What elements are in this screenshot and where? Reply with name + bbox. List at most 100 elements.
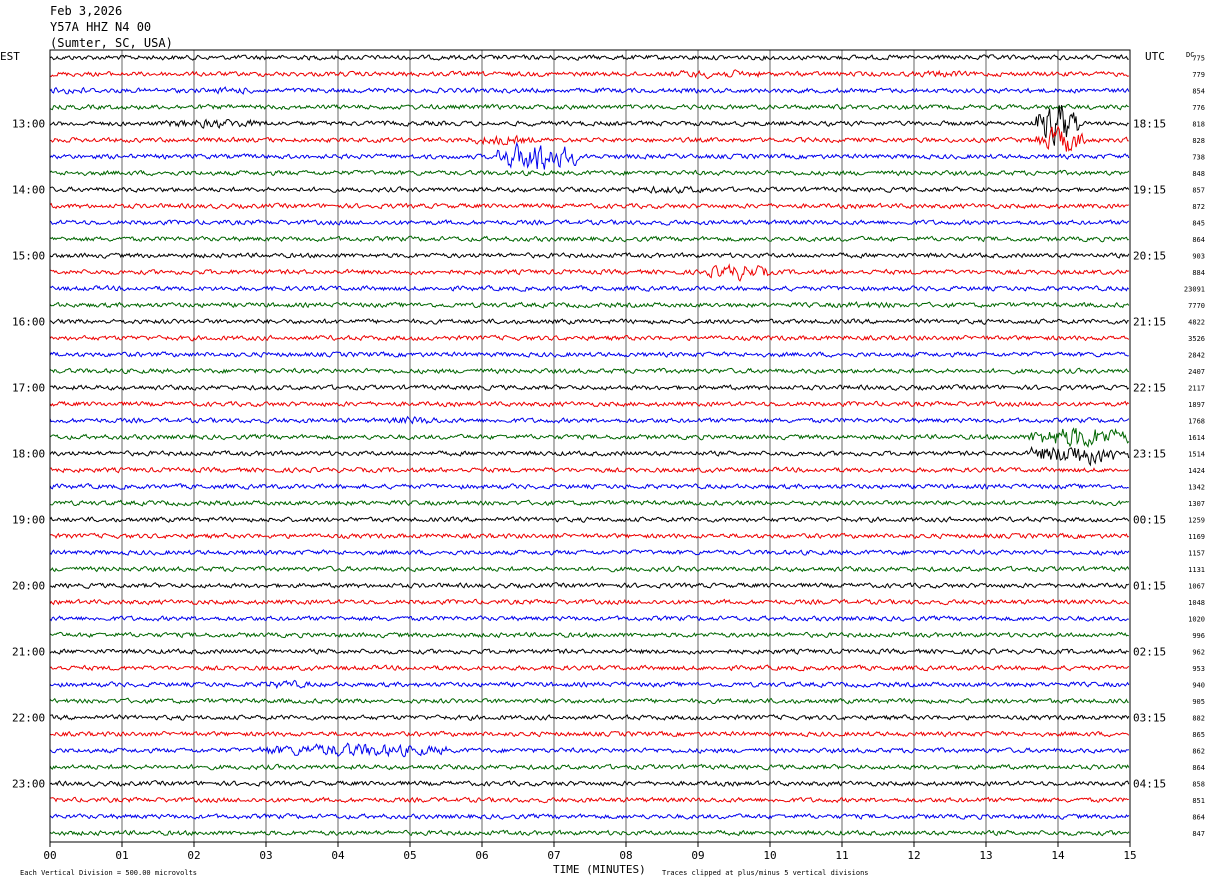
x-tick-label: 07 xyxy=(547,849,560,862)
dc-offset-value: 738 xyxy=(1192,154,1205,162)
seismic-trace-16 xyxy=(49,318,1129,325)
seismic-trace-12 xyxy=(49,252,1130,259)
x-tick-label: 11 xyxy=(835,849,848,862)
x-tick-label: 12 xyxy=(907,849,920,862)
plot-date: Feb 3,2026 xyxy=(50,4,123,18)
est-time-label: 18:00 xyxy=(12,448,45,461)
plot-frame xyxy=(49,49,1131,843)
dc-offset-value: 4822 xyxy=(1188,319,1205,327)
seismic-trace-19 xyxy=(49,367,1130,375)
seismic-trace-35 xyxy=(49,631,1129,639)
est-time-label: 19:00 xyxy=(12,514,45,527)
x-tick-label: 08 xyxy=(619,849,632,862)
est-time-label: 13:00 xyxy=(12,118,45,131)
seismic-trace-36 xyxy=(49,648,1129,655)
seismic-trace-21 xyxy=(49,400,1130,408)
dc-offset-value: 1897 xyxy=(1188,401,1205,409)
seismic-traces xyxy=(49,54,1130,837)
dc-offset-labels: 775 779 854 776 818 828 738 848 857 872 845 864 903 8… xyxy=(1184,55,1205,839)
x-tick-label: 03 xyxy=(259,849,272,862)
station-code: Y57A HHZ N4 00 xyxy=(50,20,152,34)
x-tick-label: 04 xyxy=(331,849,345,862)
seismic-trace-43 xyxy=(49,763,1130,771)
dc-offset-value: 1020 xyxy=(1188,616,1205,624)
est-time-label: 16:00 xyxy=(12,316,45,329)
dc-label: DC xyxy=(1186,51,1194,59)
utc-time-label: 04:15 xyxy=(1133,778,1166,791)
seismic-trace-5 xyxy=(49,125,1129,152)
dc-offset-value: 1259 xyxy=(1188,517,1205,525)
dc-offset-value: 2407 xyxy=(1188,368,1205,376)
est-label: EST xyxy=(0,50,20,63)
seismic-trace-17 xyxy=(49,334,1130,342)
dc-offset-value: 962 xyxy=(1192,649,1205,657)
seismic-trace-4 xyxy=(49,105,1129,146)
seismic-trace-26 xyxy=(49,482,1129,490)
dc-offset-value: 776 xyxy=(1192,104,1205,112)
est-time-label: 21:00 xyxy=(12,646,45,659)
utc-time-label: 19:15 xyxy=(1133,184,1166,197)
seismic-trace-47 xyxy=(49,829,1130,837)
est-time-labels: 13:00 14:00 15:00 16:00 17:00 18:00 19:00 20:00… xyxy=(12,118,45,791)
dc-offset-value: 858 xyxy=(1192,781,1205,789)
seismic-trace-38 xyxy=(49,679,1130,690)
dc-offset-value: 903 xyxy=(1192,253,1205,261)
utc-time-label: 00:15 xyxy=(1133,514,1166,527)
seismic-trace-13 xyxy=(49,263,1129,282)
x-tick-label: 06 xyxy=(475,849,488,862)
seismic-trace-3 xyxy=(49,103,1129,111)
dc-offset-value: 857 xyxy=(1192,187,1205,195)
seismic-trace-22 xyxy=(49,415,1130,425)
seismic-trace-34 xyxy=(49,615,1129,622)
dc-offset-value: 23091 xyxy=(1184,286,1205,294)
seismic-trace-8 xyxy=(49,185,1130,195)
seismic-trace-9 xyxy=(49,202,1129,210)
seismic-trace-44 xyxy=(49,780,1130,787)
seismic-trace-41 xyxy=(49,730,1130,738)
dc-offset-value: 854 xyxy=(1192,88,1205,96)
dc-offset-value: 864 xyxy=(1192,236,1205,244)
x-tick-label: 00 xyxy=(43,849,56,862)
x-tick-label: 14 xyxy=(1051,849,1065,862)
seismic-trace-0 xyxy=(49,54,1129,61)
dc-offset-value: 2117 xyxy=(1188,385,1205,393)
dc-offset-value: 2842 xyxy=(1188,352,1205,360)
dc-offset-value: 862 xyxy=(1192,748,1205,756)
clip-note: Traces clipped at plus/minus 5 vertical … xyxy=(662,869,869,877)
seismic-trace-45 xyxy=(50,796,1129,804)
x-tick-label: 13 xyxy=(979,849,992,862)
x-tick-label: 02 xyxy=(187,849,200,862)
utc-time-label: 20:15 xyxy=(1133,250,1166,263)
station-location: (Sumter, SC, USA) xyxy=(50,36,173,50)
utc-time-labels: 18:15 19:15 20:15 21:15 22:15 23:15 00:15 01:15… xyxy=(1133,118,1166,791)
dc-offset-value: 996 xyxy=(1192,632,1205,640)
seismic-trace-6 xyxy=(49,141,1130,170)
dc-offset-value: 1067 xyxy=(1188,583,1205,591)
seismic-trace-31 xyxy=(49,565,1130,573)
est-time-label: 23:00 xyxy=(12,778,45,791)
seismic-trace-1 xyxy=(49,69,1129,80)
utc-label: UTC xyxy=(1145,50,1165,63)
dc-offset-value: 882 xyxy=(1192,715,1205,723)
minute-gridlines xyxy=(49,50,1131,842)
utc-time-label: 02:15 xyxy=(1133,646,1166,659)
dc-offset-value: 847 xyxy=(1192,830,1205,838)
seismic-trace-46 xyxy=(49,813,1130,820)
dc-offset-value: 1342 xyxy=(1188,484,1205,492)
dc-offset-value: 940 xyxy=(1192,682,1205,690)
seismic-trace-32 xyxy=(49,582,1130,589)
est-time-label: 17:00 xyxy=(12,382,45,395)
x-axis-title: TIME (MINUTES) xyxy=(553,863,646,876)
seismic-trace-14 xyxy=(49,284,1130,292)
est-time-label: 22:00 xyxy=(12,712,45,725)
x-tick-label: 05 xyxy=(403,849,416,862)
seismic-trace-7 xyxy=(49,169,1130,177)
seismic-trace-24 xyxy=(49,445,1130,467)
seismic-trace-25 xyxy=(49,466,1130,474)
dc-offset-value: 1307 xyxy=(1188,500,1205,508)
seismic-trace-11 xyxy=(49,235,1129,243)
dc-offset-value: 1048 xyxy=(1188,599,1205,607)
seismic-trace-42 xyxy=(49,742,1129,758)
seismic-trace-37 xyxy=(49,664,1130,672)
